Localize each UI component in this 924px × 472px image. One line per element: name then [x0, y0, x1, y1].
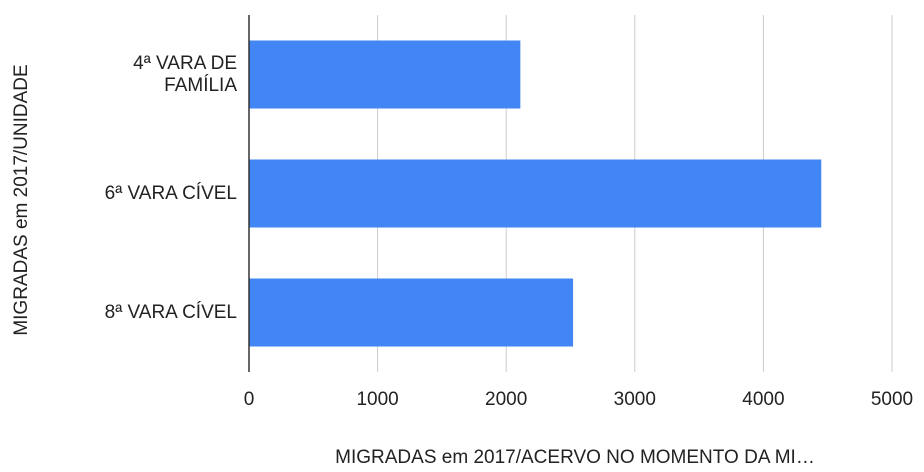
x-tick-label: 5000 — [871, 389, 913, 410]
y-tick-label: 8ª VARA CÍVEL — [104, 301, 237, 323]
bar — [249, 159, 822, 228]
x-tick-label: 4000 — [742, 389, 784, 410]
y-tick-label: 6ª VARA CÍVEL — [104, 182, 237, 204]
x-tick-label: 1000 — [356, 389, 398, 410]
bar — [249, 40, 521, 109]
y-axis-label: MIGRADAS em 2017/UNIDADE — [11, 64, 32, 335]
x-axis-label: MIGRADAS em 2017/ACERVO NO MOMENTO DA MI… — [335, 447, 815, 468]
x-tick-label: 0 — [244, 389, 255, 410]
x-tick-label: 2000 — [485, 389, 527, 410]
y-tick-label: 4ª VARA DE FAMÍLIA — [133, 52, 237, 96]
x-tick-label: 3000 — [614, 389, 656, 410]
bar — [249, 278, 574, 347]
